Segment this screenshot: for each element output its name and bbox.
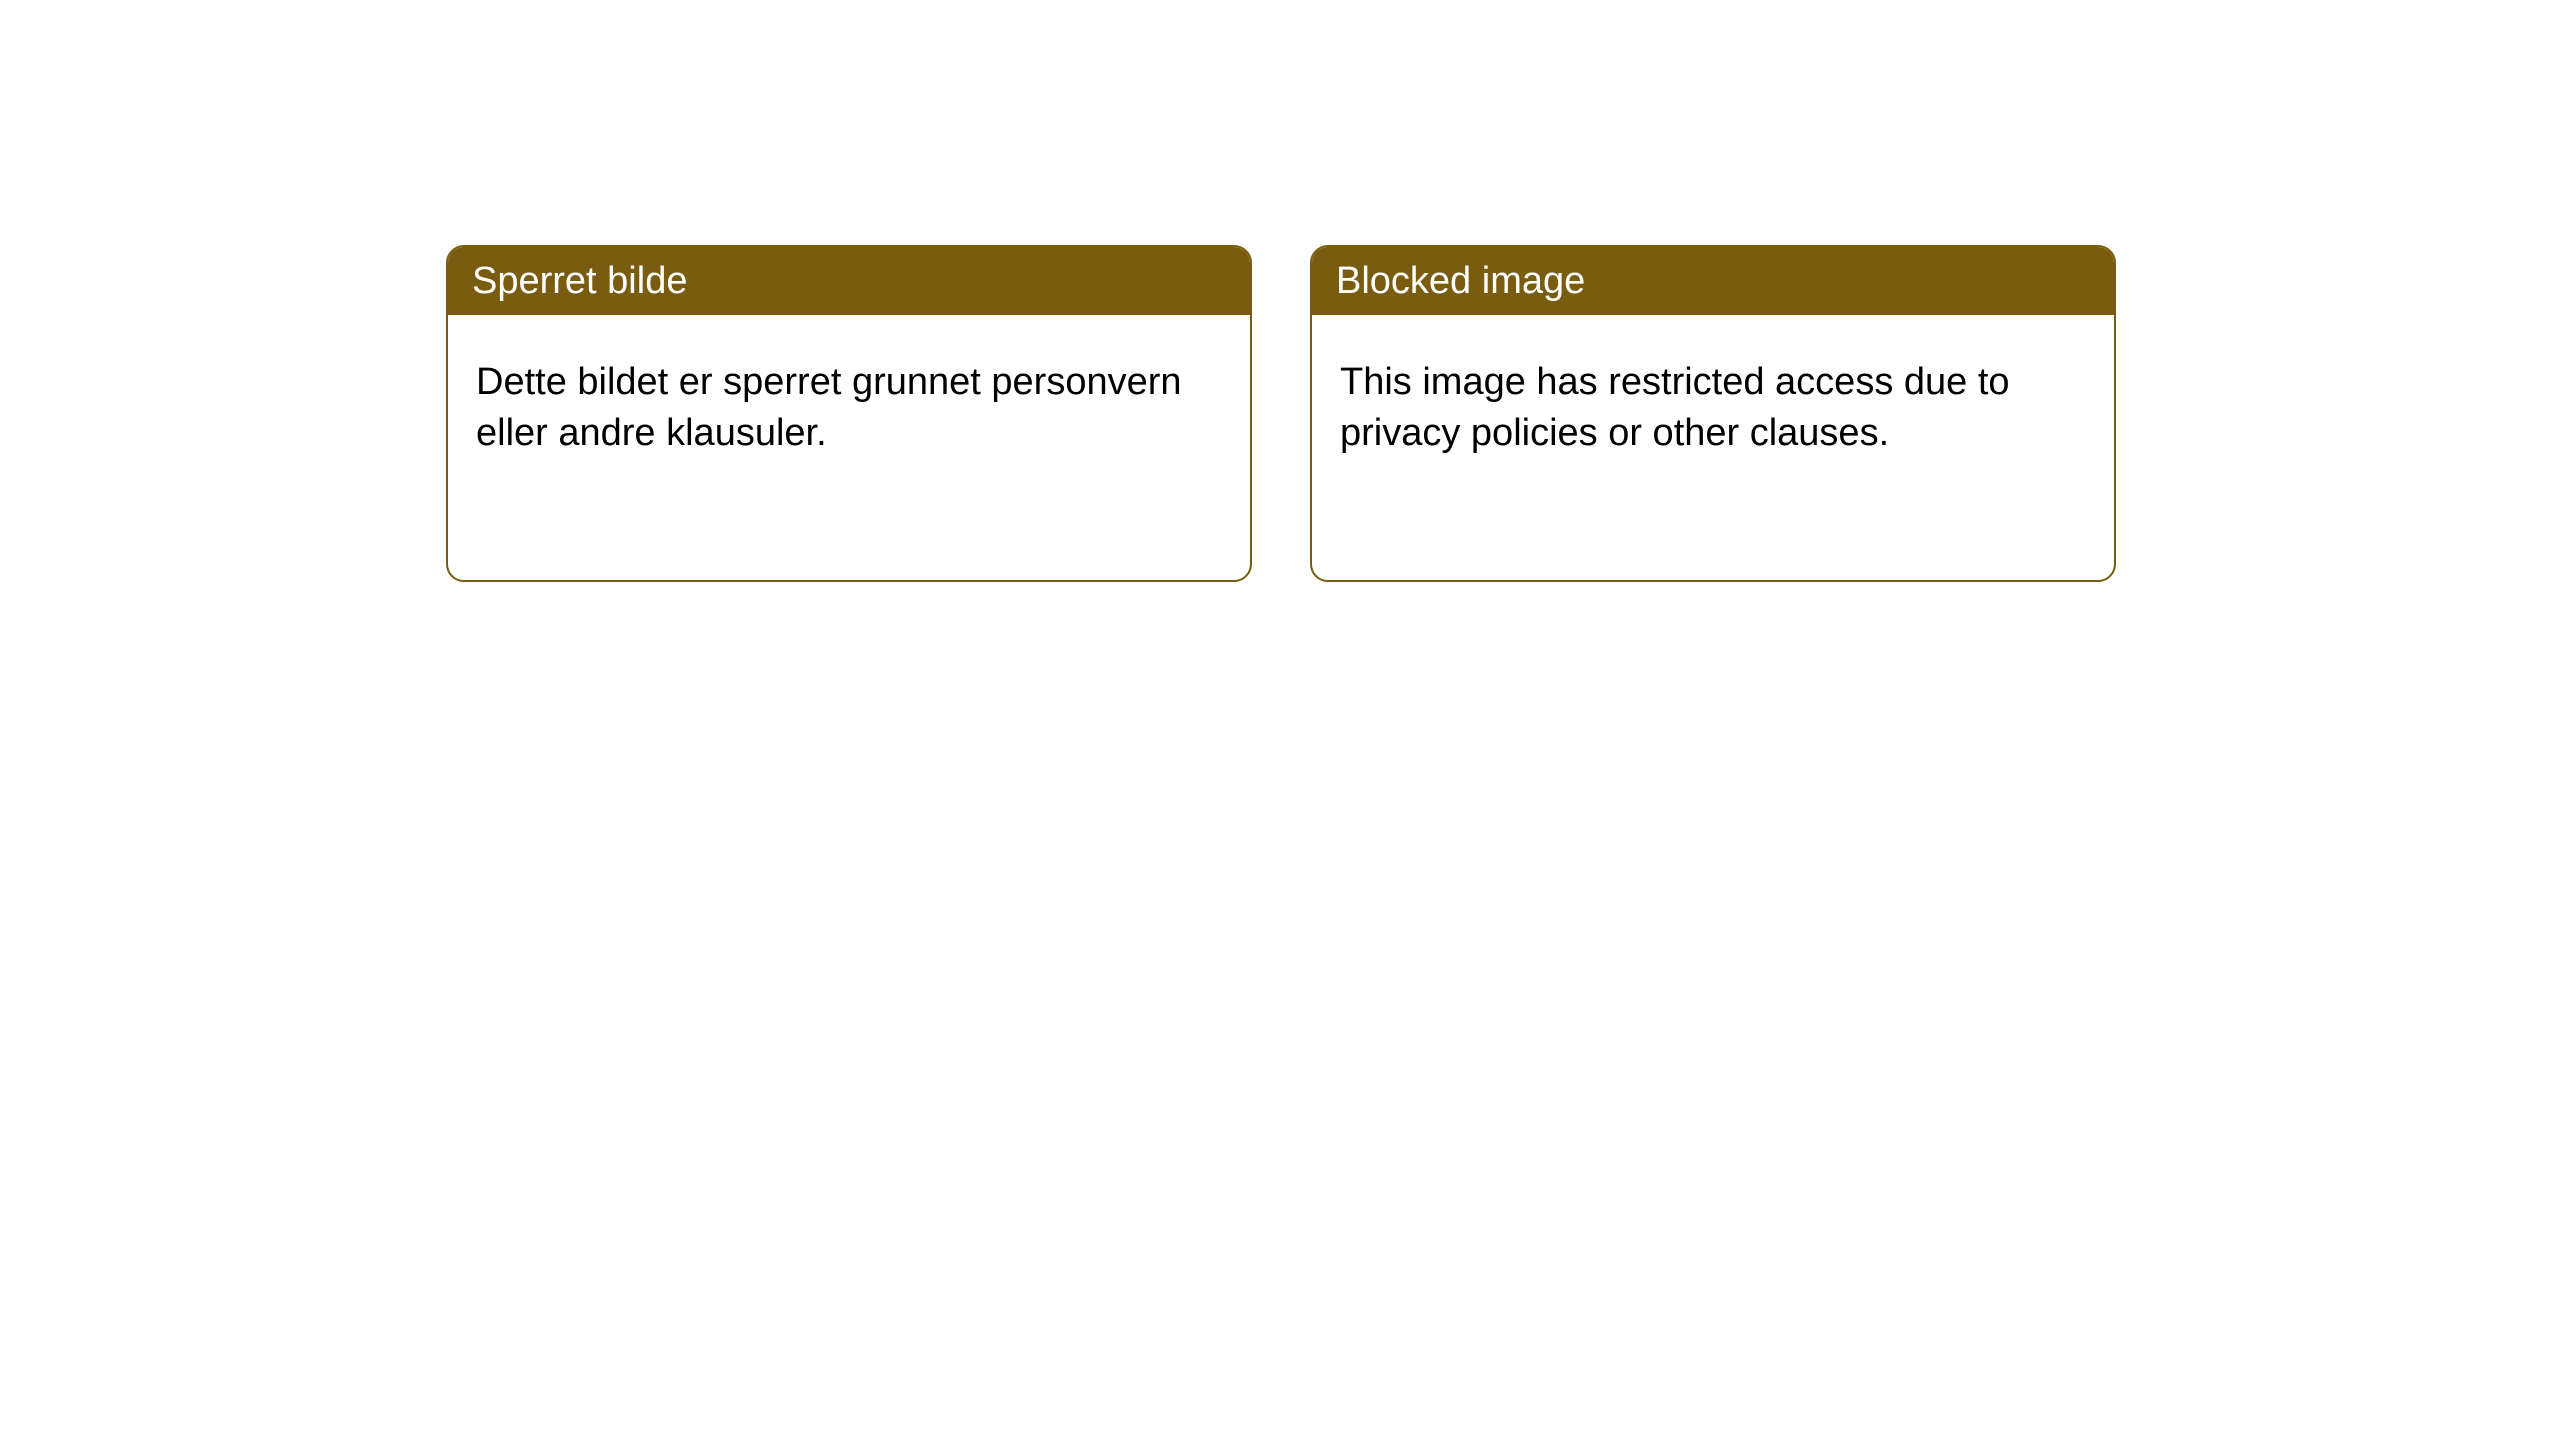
notice-body-norwegian: Dette bildet er sperret grunnet personve… <box>448 315 1250 488</box>
notice-card-english: Blocked image This image has restricted … <box>1310 245 2116 582</box>
notice-title-norwegian: Sperret bilde <box>448 247 1250 315</box>
notice-body-english: This image has restricted access due to … <box>1312 315 2114 488</box>
notice-card-norwegian: Sperret bilde Dette bildet er sperret gr… <box>446 245 1252 582</box>
notice-container: Sperret bilde Dette bildet er sperret gr… <box>0 0 2560 582</box>
notice-title-english: Blocked image <box>1312 247 2114 315</box>
